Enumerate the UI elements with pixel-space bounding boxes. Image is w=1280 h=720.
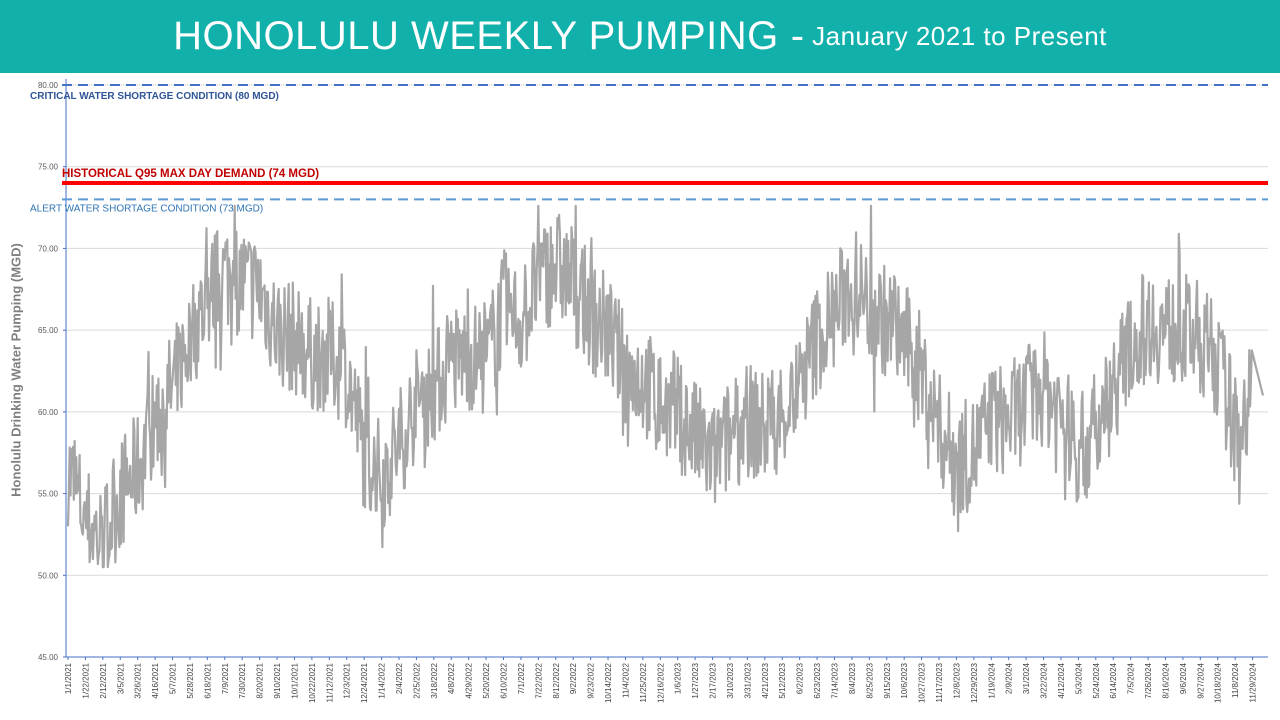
x-tick-label: 5/28/2021 (186, 662, 195, 698)
y-axis-title: Honolulu Drinking Water Pumping (MGD) (8, 243, 24, 497)
x-tick-label: 2/4/2022 (395, 662, 404, 694)
x-tick-label: 3/26/2021 (134, 662, 143, 698)
x-tick-label: 12/8/2023 (952, 662, 961, 698)
title-main: HONOLULU WEEKLY PUMPING (173, 14, 779, 58)
x-tick-label: 8/20/2021 (256, 662, 265, 698)
y-tick-label: 75.00 (38, 163, 59, 172)
x-tick-label: 2/17/2023 (709, 662, 718, 698)
x-tick-label: 10/18/2024 (1214, 662, 1223, 703)
x-tick-label: 7/14/2023 (830, 662, 839, 698)
title-banner (0, 0, 1280, 73)
x-tick-label: 9/23/2022 (587, 662, 596, 698)
x-tick-label: 9/10/2021 (273, 662, 282, 698)
x-tick-label: 9/27/2024 (1196, 662, 1205, 698)
x-tick-label: 9/15/2023 (883, 662, 892, 698)
y-tick-label: 60.00 (38, 408, 59, 417)
x-tick-label: 4/16/2021 (151, 662, 160, 698)
x-tick-label: 10/1/2021 (290, 662, 299, 698)
x-tick-label: 5/7/2021 (169, 662, 178, 694)
x-tick-label: 4/21/2023 (761, 662, 770, 698)
x-tick-label: 7/26/2024 (1144, 662, 1153, 698)
x-tick-label: 7/1/2022 (517, 662, 526, 694)
reference-line-label: CRITICAL WATER SHORTAGE CONDITION (80 MG… (30, 91, 279, 102)
x-tick-label: 1/27/2023 (691, 662, 700, 698)
x-tick-label: 6/23/2023 (813, 662, 822, 698)
x-tick-label: 7/5/2024 (1127, 662, 1136, 694)
x-tick-label: 1/14/2022 (378, 662, 387, 698)
x-tick-label: 11/29/2024 (1249, 662, 1258, 702)
x-tick-label: 2/12/2021 (99, 662, 108, 698)
x-tick-label: 4/12/2024 (1057, 662, 1066, 698)
x-tick-label: 11/17/2023 (935, 662, 944, 702)
x-tick-label: 10/6/2023 (900, 662, 909, 698)
x-tick-label: 8/16/2024 (1161, 662, 1170, 698)
x-tick-label: 8/12/2022 (552, 662, 561, 698)
x-tick-label: 1/1/2021 (64, 662, 73, 694)
x-tick-label: 7/9/2021 (221, 662, 230, 694)
x-tick-label: 1/19/2024 (987, 662, 996, 698)
x-tick-label: 5/3/2024 (1074, 662, 1083, 694)
title-separator: - (790, 14, 805, 58)
x-tick-label: 12/3/2021 (343, 662, 352, 698)
x-tick-label: 11/25/2022 (639, 662, 648, 702)
x-tick-label: 12/16/2022 (656, 662, 665, 703)
x-tick-label: 8/4/2023 (848, 662, 857, 694)
x-tick-label: 2/25/2022 (412, 662, 421, 698)
x-tick-label: 9/2/2022 (569, 662, 578, 694)
x-tick-label: 6/2/2023 (796, 662, 805, 694)
x-tick-label: 7/30/2021 (238, 662, 247, 698)
x-tick-label: 2/9/2024 (1005, 662, 1014, 694)
x-tick-label: 1/22/2021 (81, 662, 90, 698)
x-tick-label: 3/10/2023 (726, 662, 735, 698)
x-tick-label: 3/31/2023 (743, 662, 752, 698)
x-tick-label: 5/12/2023 (778, 662, 787, 698)
y-tick-label: 50.00 (38, 571, 59, 580)
pumping-line-chart: 45.00 50.00 55.00 60.00 65.00 70.00 75.00 80.00… (30, 79, 1268, 703)
x-tick-label: 6/14/2024 (1109, 662, 1118, 698)
x-tick-label: 10/27/2023 (918, 662, 927, 703)
title-subtitle: January 2021 to Present (812, 21, 1107, 51)
reference-line-label: HISTORICAL Q95 MAX DAY DEMAND (74 MGD) (62, 168, 319, 180)
y-tick-label: 65.00 (38, 326, 59, 335)
y-tick-label: 70.00 (38, 244, 59, 253)
x-tick-label: 1/6/2023 (674, 662, 683, 694)
x-tick-label: 7/22/2022 (534, 662, 543, 698)
pumping-series-line (66, 204, 1265, 569)
y-tick-label: 80.00 (38, 81, 59, 90)
x-tick-label: 11/12/2021 (325, 662, 334, 702)
x-tick-label: 10/14/2022 (604, 662, 613, 703)
page-title: HONOLULU WEEKLY PUMPING - January 2021 t… (0, 0, 1280, 73)
x-tick-label: 3/1/2024 (1022, 662, 1031, 694)
x-tick-label: 9/6/2024 (1179, 662, 1188, 694)
y-tick-label: 45.00 (38, 653, 59, 662)
x-tick-label: 3/22/2024 (1040, 662, 1049, 698)
x-tick-label: 11/8/2024 (1231, 662, 1240, 698)
x-tick-label: 6/10/2022 (500, 662, 509, 698)
x-tick-label: 3/18/2022 (430, 662, 439, 698)
reference-line-label: ALERT WATER SHORTAGE CONDITION (73 MGD) (30, 203, 263, 214)
x-tick-label: 10/22/2021 (308, 662, 317, 703)
x-tick-label: 12/24/2021 (360, 662, 369, 703)
x-tick-label: 8/25/2023 (865, 662, 874, 698)
x-tick-label: 5/24/2024 (1092, 662, 1101, 698)
x-tick-label: 4/29/2022 (465, 662, 474, 698)
x-tick-label: 5/20/2022 (482, 662, 491, 698)
x-tick-label: 6/18/2021 (203, 662, 212, 698)
x-tick-label: 3/5/2021 (116, 662, 125, 694)
x-tick-label: 12/29/2023 (970, 662, 979, 703)
x-tick-label: 11/4/2022 (621, 662, 630, 698)
x-tick-label: 4/8/2022 (447, 662, 456, 694)
y-tick-label: 55.00 (38, 490, 59, 499)
